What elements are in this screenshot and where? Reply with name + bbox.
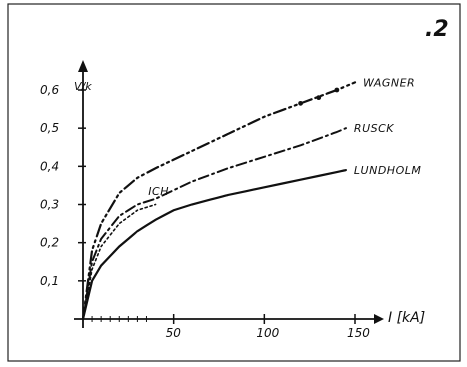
series-line-wagner: [81, 81, 357, 321]
x-tick-label: 100: [256, 326, 279, 340]
y-tick-label: 0,4: [40, 159, 59, 173]
y-tick-label: 0,6: [40, 83, 59, 97]
x-tick-label: 150: [347, 326, 370, 340]
y-tick-label: 0,3: [40, 198, 59, 212]
y-tick-label: 0,1: [40, 274, 59, 288]
figure-border: [7, 3, 461, 362]
y-axis-label: V/k: [74, 80, 92, 93]
wagner-dot: [334, 87, 340, 93]
series-line-rusck: [82, 127, 347, 320]
wagner-dot: [298, 100, 303, 106]
figure-number: .2: [425, 17, 449, 42]
series-label-rusck: RUSCK: [354, 122, 394, 135]
y-tick-label: 0,5: [40, 121, 59, 135]
wagner-dot: [316, 95, 322, 101]
x-tick-label: 50: [166, 326, 182, 340]
series-labels: WAGNER RUSCK LUNDHOLM ICH: [148, 76, 421, 198]
series-line-lundholm: [81, 169, 348, 321]
y-axis-arrow: [78, 60, 88, 72]
axis-ticks: 50 100 150 0,1 0,2 0,3 0,4 0,5 0,6: [40, 83, 370, 340]
x-axis-label: I [kA]: [388, 310, 425, 326]
series-lines: [81, 81, 357, 321]
series-label-ich: ICH: [148, 185, 169, 198]
x-axis-arrow: [374, 314, 384, 324]
series-label-lundholm: LUNDHOLM: [354, 164, 421, 177]
y-tick-label: 0,2: [40, 236, 59, 250]
series-line-ich: [82, 203, 157, 320]
series-label-wagner: WAGNER: [363, 76, 415, 89]
